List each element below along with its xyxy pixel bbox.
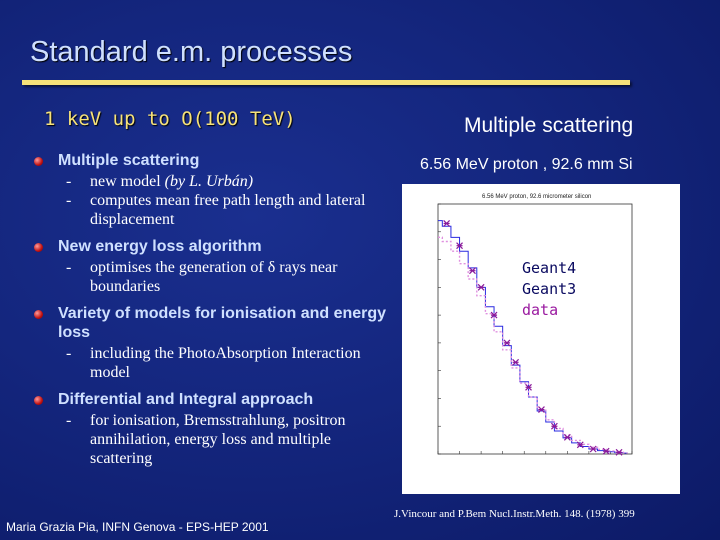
dash-marker: - — [66, 345, 72, 362]
data-point — [503, 339, 511, 347]
bullet-subitem-text: computes mean free path length and later… — [90, 192, 366, 228]
data-point — [563, 433, 571, 441]
data-point — [589, 445, 597, 453]
dash-marker: - — [66, 192, 72, 209]
bullet-subitem-text: including the PhotoAbsorption Interactio… — [90, 345, 361, 381]
bullet-subitem: - for ionisation, Bremsstrahlung, positro… — [58, 411, 394, 468]
plot-svg: 6.56 MeV proton, 92.6 micrometer silicon — [437, 194, 633, 456]
plot-frame — [437, 203, 633, 455]
bullet-heading: New energy loss algorithm — [58, 238, 262, 255]
legend-geant4: Geant4 — [522, 259, 577, 277]
bullet-heading: Multiple scattering — [58, 152, 200, 169]
title-underline — [22, 80, 630, 85]
plot-legend: Geant4 Geant3 data — [522, 258, 576, 321]
plot-title: 6.56 MeV proton, 92.6 micrometer silicon — [482, 194, 591, 200]
data-point — [512, 358, 520, 366]
data-point — [443, 220, 451, 227]
bullet-heading: Differential and Integral approach — [58, 391, 314, 408]
slide-title: Standard e.m. processes — [30, 36, 353, 68]
bullet-subitem: - including the PhotoAbsorption Interacti… — [58, 344, 394, 382]
bullet-item: Variety of models for ionisation and ene… — [34, 304, 394, 382]
bullet-item: Multiple scattering - new model (by L. Urb… — [34, 151, 394, 229]
dash-marker: - — [66, 259, 72, 276]
bullet-subitem-text: optimises the generation of δ rays near … — [90, 259, 338, 295]
bullet-item: New energy loss algorithm - optimises the … — [34, 237, 394, 296]
data-point — [456, 242, 463, 250]
bullet-item: Differential and Integral approach - for i… — [34, 390, 394, 468]
dash-marker: - — [66, 412, 72, 429]
bullet-subitem-text: for ionisation, Bremsstrahlung, positron… — [90, 412, 346, 467]
data-point — [538, 406, 545, 413]
scattering-plot: 6.56 MeV proton, 92.6 micrometer silicon — [402, 184, 680, 494]
dash-marker: - — [66, 173, 72, 190]
data-point — [469, 267, 476, 275]
bullet-dot-icon — [34, 157, 43, 166]
figure-caption: J.Vincour and P.Bem Nucl.Instr.Meth. 148… — [394, 508, 635, 520]
bullet-heading: Variety of models for ionisation and ene… — [58, 305, 387, 341]
series-line-geant4 — [438, 220, 628, 454]
bullet-dot-icon — [34, 310, 43, 319]
bullet-dot-icon — [34, 243, 43, 252]
series-line-geant3 — [438, 236, 628, 454]
data-point — [477, 283, 485, 291]
bullet-dot-icon — [34, 396, 43, 405]
data-point — [490, 311, 498, 319]
data-point — [525, 383, 532, 391]
bullet-subitem: - new model (by L. Urbán) — [58, 172, 394, 191]
legend-geant3: Geant3 — [522, 280, 577, 298]
bullet-list: Multiple scattering - new model (by L. Urb… — [34, 151, 394, 476]
bullet-subitem-italic: (by L. Urbán) — [164, 173, 254, 190]
slide-footer: Maria Grazia Pia, INFN Genova - EPS-HEP … — [6, 520, 269, 534]
data-point — [615, 448, 623, 456]
bullet-subitem: - computes mean free path length and late… — [58, 191, 394, 229]
legend-data: data — [522, 301, 559, 319]
bullet-subitem-text: new model — [90, 173, 165, 190]
bullet-subitem: - optimises the generation of δ rays near… — [58, 258, 394, 296]
data-point — [576, 441, 584, 449]
data-point — [550, 422, 558, 430]
figure-subheading: 6.56 MeV proton , 92.6 mm Si — [420, 156, 633, 173]
figure-heading: Multiple scattering — [464, 114, 634, 137]
slide-subtitle: 1 keV up to O(100 TeV) — [44, 108, 296, 130]
data-point — [602, 447, 610, 455]
